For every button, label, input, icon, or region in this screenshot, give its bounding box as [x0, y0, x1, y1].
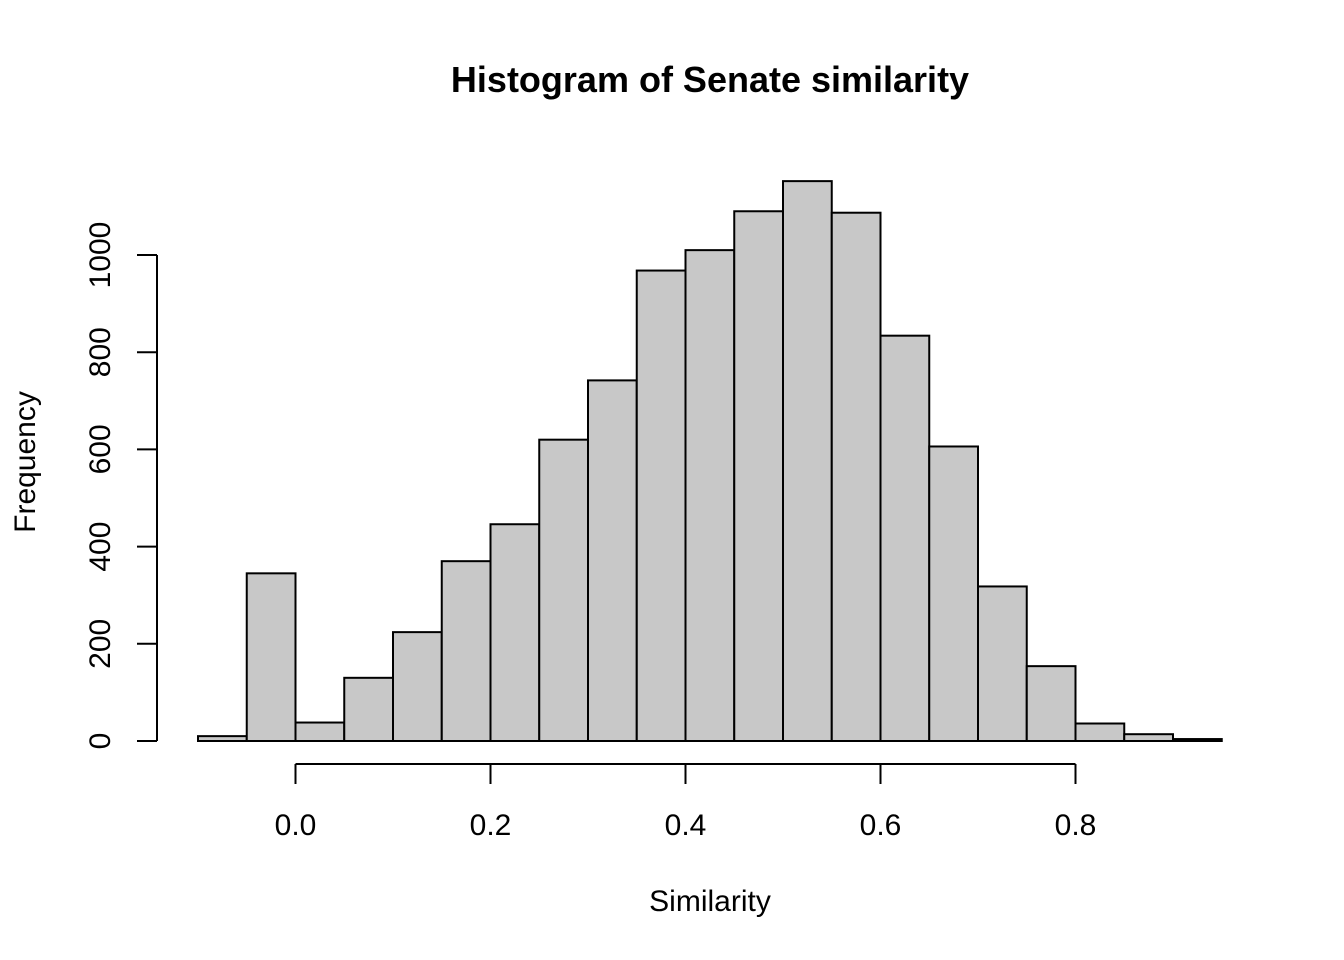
x-axis: 0.0 0.2 0.4 0.6 0.8 — [275, 763, 1097, 842]
histogram-bar — [1123, 733, 1174, 742]
y-axis-label: Frequency — [9, 391, 42, 533]
histogram-bar — [440, 560, 492, 742]
x-axis-label: Similarity — [649, 885, 771, 918]
histogram-bar — [1172, 738, 1223, 743]
histogram-bar — [830, 211, 882, 742]
histogram-bar — [928, 445, 979, 742]
histogram-bar — [392, 631, 443, 742]
y-axis-tick-label: 1000 — [84, 222, 117, 289]
histogram-bar — [489, 523, 541, 743]
y-axis: 0 200 400 600 800 1000 — [84, 222, 158, 750]
x-axis-tick-label: 0.2 — [470, 809, 512, 842]
y-axis-tick-label: 200 — [84, 619, 117, 669]
histogram-bar — [879, 334, 931, 742]
x-axis-tick-label: 0.6 — [860, 809, 902, 842]
y-axis-tick-label: 600 — [84, 424, 117, 474]
histogram-bar — [1025, 665, 1077, 743]
histogram-bar — [684, 249, 736, 742]
x-axis-tick-label: 0.4 — [665, 809, 707, 842]
histogram-bar — [197, 735, 248, 743]
histogram-bar — [587, 379, 638, 742]
y-axis-tick-label: 400 — [84, 522, 117, 572]
histogram-bar — [977, 585, 1028, 743]
histogram-bar — [245, 572, 297, 743]
x-axis-tick-label: 0.8 — [1055, 809, 1097, 842]
histogram-bar — [635, 269, 687, 742]
histogram-bar — [1074, 722, 1126, 743]
histogram-bar — [538, 438, 589, 742]
x-axis-tick-label: 0.0 — [275, 809, 317, 842]
chart-title: Histogram of Senate similarity — [451, 59, 969, 100]
y-axis-tick-label: 800 — [84, 327, 117, 377]
y-axis-tick-label: 0 — [84, 733, 117, 750]
histogram-bar — [294, 721, 346, 742]
bars-group — [197, 180, 1223, 743]
histogram-bar — [343, 676, 394, 743]
histogram-bar — [733, 210, 784, 742]
histogram-bar — [782, 180, 833, 743]
